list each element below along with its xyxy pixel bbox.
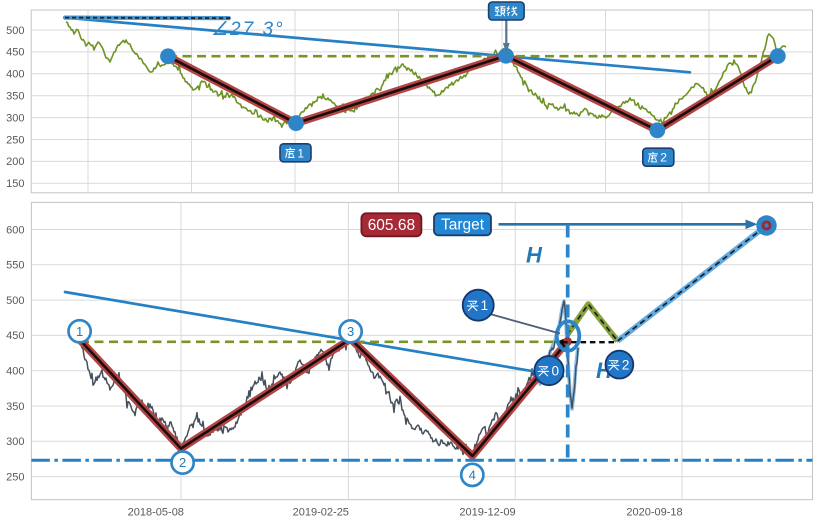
- svg-text:2: 2: [179, 455, 186, 470]
- svg-text:450: 450: [6, 47, 24, 59]
- svg-text:150: 150: [6, 178, 24, 190]
- svg-text:500: 500: [6, 25, 24, 37]
- svg-text:3: 3: [347, 324, 354, 339]
- svg-text:2019-02-25: 2019-02-25: [293, 506, 349, 518]
- svg-text:550: 550: [6, 260, 24, 272]
- svg-text:300: 300: [6, 436, 24, 448]
- svg-text:1: 1: [481, 298, 489, 313]
- svg-text:1: 1: [76, 324, 83, 339]
- svg-text:200: 200: [6, 156, 24, 168]
- svg-text:250: 250: [6, 134, 24, 146]
- svg-text:450: 450: [6, 330, 24, 342]
- svg-text:400: 400: [6, 69, 24, 81]
- svg-text:250: 250: [6, 471, 24, 483]
- svg-text:1: 1: [297, 146, 304, 160]
- svg-text:2020-09-18: 2020-09-18: [626, 506, 682, 518]
- svg-text:Target: Target: [441, 216, 485, 233]
- svg-text:0: 0: [551, 364, 559, 379]
- svg-text:500: 500: [6, 295, 24, 307]
- svg-text:600: 600: [6, 224, 24, 236]
- svg-text:∠27.3°: ∠27.3°: [211, 19, 285, 40]
- svg-text:350: 350: [6, 91, 24, 103]
- svg-text:2019-12-09: 2019-12-09: [459, 506, 515, 518]
- svg-text:350: 350: [6, 401, 24, 413]
- svg-text:300: 300: [6, 112, 24, 124]
- svg-text:400: 400: [6, 366, 24, 378]
- svg-text:4: 4: [469, 468, 476, 483]
- svg-text:H: H: [526, 243, 543, 268]
- svg-text:2: 2: [660, 151, 667, 165]
- svg-text:2: 2: [622, 358, 630, 373]
- svg-text:2018-05-08: 2018-05-08: [128, 506, 184, 518]
- svg-text:605.68: 605.68: [368, 217, 415, 234]
